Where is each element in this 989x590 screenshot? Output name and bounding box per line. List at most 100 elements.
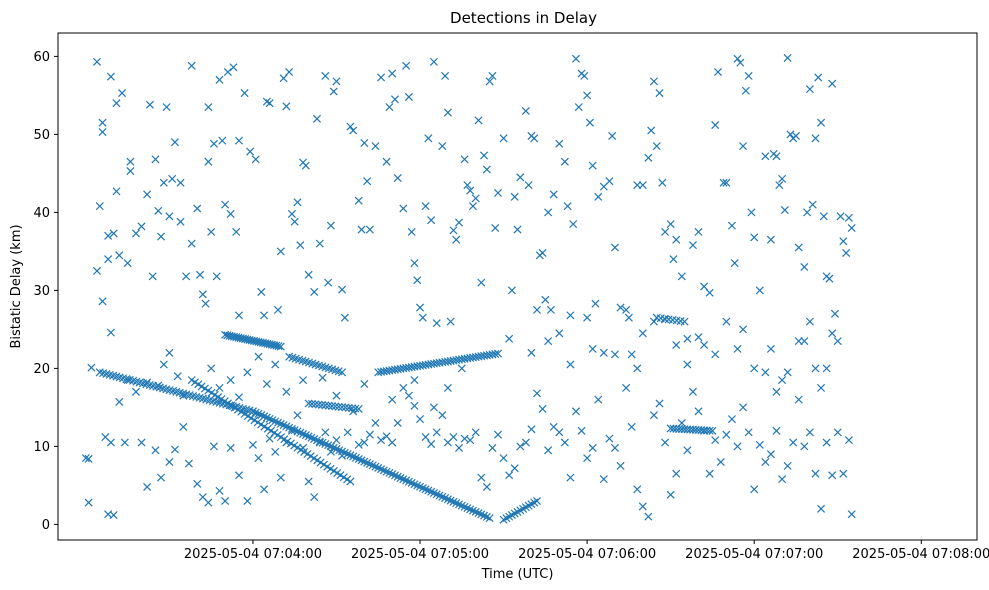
data-point (393, 418, 402, 428)
data-point (404, 391, 413, 400)
y-tick-label: 20 (33, 362, 50, 377)
data-point (538, 248, 547, 257)
data-point (310, 493, 319, 502)
data-point (416, 415, 425, 424)
data-point (800, 337, 809, 346)
data-point (106, 328, 115, 337)
data-point (418, 313, 427, 322)
data-point (627, 422, 636, 431)
data-point (805, 428, 814, 437)
x-tick-label: 2025-05-04 07:08:00 (852, 547, 989, 562)
data-point (95, 202, 104, 211)
data-point (348, 404, 357, 413)
data-point (683, 334, 692, 343)
data-point (744, 71, 753, 80)
data-point (351, 404, 360, 413)
data-point (463, 181, 472, 190)
data-point (204, 157, 213, 166)
data-point (524, 181, 533, 190)
data-point (605, 434, 614, 443)
y-tick-label: 30 (33, 284, 50, 299)
data-point (507, 286, 516, 295)
data-point (402, 61, 411, 70)
data-point (711, 350, 720, 359)
data-point (750, 364, 759, 373)
data-point (234, 471, 244, 480)
data-point (493, 430, 503, 439)
y-tick-label: 40 (33, 206, 50, 221)
data-point (173, 372, 182, 381)
data-point (226, 443, 235, 452)
data-point (207, 364, 216, 373)
data-point (432, 319, 441, 328)
data-point (427, 216, 436, 225)
data-point (822, 438, 831, 447)
data-point (789, 438, 798, 447)
data-point (468, 202, 477, 211)
data-point (260, 311, 269, 320)
data-point (527, 425, 536, 434)
data-point (644, 512, 653, 521)
data-point (778, 376, 787, 385)
data-point (314, 400, 323, 409)
data-point (193, 204, 202, 213)
data-point (457, 364, 466, 373)
data-point (162, 103, 171, 112)
data-point (839, 469, 848, 478)
data-point (844, 213, 853, 222)
data-point (811, 364, 820, 373)
data-point (276, 342, 285, 351)
data-point (772, 152, 781, 161)
data-point (822, 364, 831, 373)
data-point (808, 200, 817, 209)
data-point (778, 475, 787, 484)
data-point (772, 426, 781, 435)
data-point (176, 217, 185, 226)
x-tick-label: 2025-05-04 07:07:00 (685, 547, 823, 562)
data-point (304, 399, 313, 408)
data-point (363, 177, 372, 186)
data-point (326, 221, 335, 230)
data-point (360, 138, 369, 148)
data-point (365, 430, 374, 439)
data-point (761, 457, 770, 467)
data-point (819, 212, 828, 221)
data-point (321, 71, 330, 80)
data-point (145, 100, 154, 109)
data-point (655, 399, 664, 408)
data-point (388, 438, 397, 447)
data-point (644, 153, 653, 162)
data-point (115, 251, 124, 260)
data-point (727, 415, 736, 424)
data-point (349, 126, 358, 135)
data-point (243, 496, 252, 506)
data-point (321, 428, 330, 437)
data-point (399, 383, 408, 392)
data-point (282, 102, 291, 111)
data-point (580, 71, 589, 80)
data-point (446, 317, 455, 326)
data-point (727, 221, 736, 230)
data-point (755, 440, 764, 449)
data-point (649, 317, 658, 326)
y-axis-label: Bistatic Delay (km) (9, 224, 24, 348)
data-point (287, 209, 296, 218)
data-point (588, 344, 597, 353)
data-point (527, 348, 536, 357)
data-point (817, 504, 826, 513)
data-point (260, 485, 269, 494)
data-point (304, 270, 313, 279)
data-point (622, 383, 631, 392)
data-point (137, 438, 146, 447)
data-point (120, 438, 129, 447)
data-point (328, 402, 337, 411)
data-point (354, 404, 363, 413)
data-point (377, 73, 386, 82)
data-point (652, 142, 661, 151)
data-point (324, 401, 333, 410)
data-point (532, 496, 542, 506)
data-point (276, 247, 285, 256)
data-point (521, 106, 530, 116)
data-point (354, 440, 363, 449)
data-point (170, 445, 179, 454)
